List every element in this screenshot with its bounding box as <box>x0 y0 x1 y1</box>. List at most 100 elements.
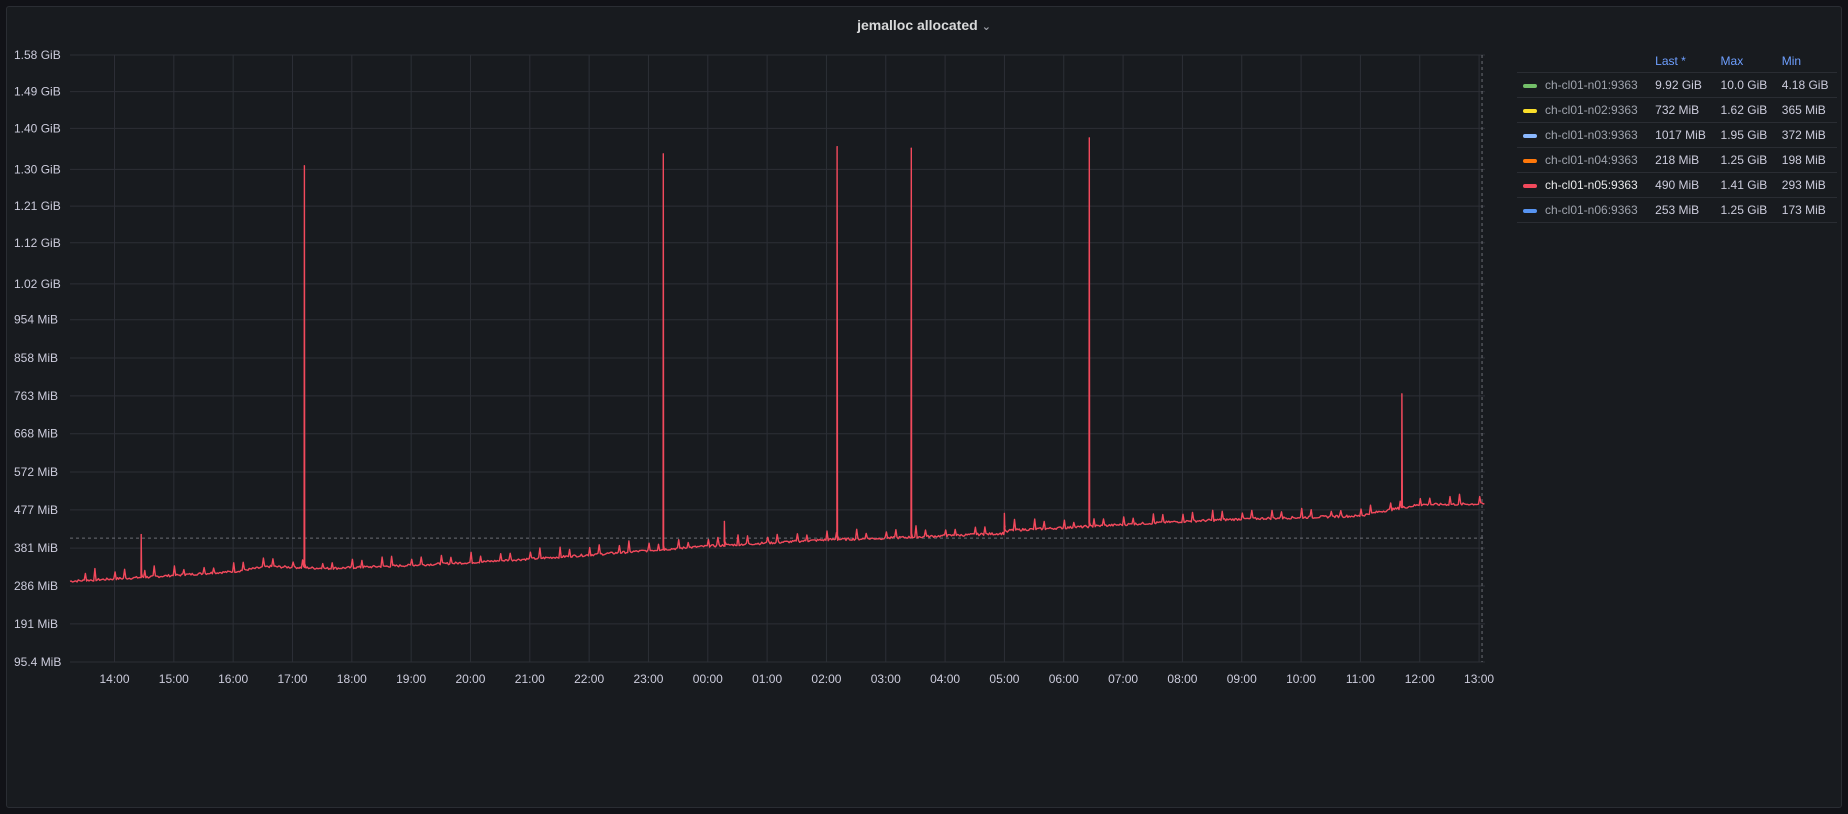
x-tick-label: 07:00 <box>1108 672 1138 686</box>
legend-row[interactable]: ch-cl01-n03:9363 1017 MiB 1.95 GiB 372 MiB <box>1517 122 1837 148</box>
spike-point <box>1003 512 1006 515</box>
legend-max-value: 1.95 GiB <box>1714 122 1776 148</box>
series-color-swatch <box>1523 158 1537 163</box>
y-tick-label: 954 MiB <box>14 313 58 327</box>
series-color-swatch <box>1523 183 1537 188</box>
legend-min-value: 198 MiB <box>1775 147 1837 173</box>
legend-series-name[interactable]: ch-cl01-n05:9363 <box>1545 178 1638 192</box>
spike-point <box>140 533 142 536</box>
x-tick-label: 06:00 <box>1049 672 1079 686</box>
legend-series[interactable]: ch-cl01-n05:9363 <box>1517 172 1650 198</box>
x-tick-label: 08:00 <box>1167 672 1197 686</box>
legend-series[interactable]: ch-cl01-n04:9363 <box>1517 147 1650 173</box>
panel-title[interactable]: jemalloc allocated <box>857 17 978 33</box>
y-tick-label: 1.12 GiB <box>14 236 61 250</box>
legend-max-value: 1.25 GiB <box>1714 147 1776 173</box>
y-tick-label: 1.49 GiB <box>14 85 61 99</box>
x-tick-label: 11:00 <box>1346 672 1375 686</box>
legend-last-value: 218 MiB <box>1649 147 1715 173</box>
chart-panel: jemalloc allocated ⌄ 1.58 GiB 1.49 GiB 1.40… <box>6 6 1842 808</box>
legend-min-value: 293 MiB <box>1775 172 1837 198</box>
x-tick-label: 09:00 <box>1227 672 1257 686</box>
legend-header-last[interactable]: Last * <box>1655 54 1686 68</box>
legend-last-value: 9.92 GiB <box>1649 72 1715 98</box>
y-tick-label: 191 MiB <box>14 617 58 631</box>
y-tick-label: 858 MiB <box>14 351 58 365</box>
y-tick-label: 1.21 GiB <box>14 199 61 213</box>
legend-series-name[interactable]: ch-cl01-n02:9363 <box>1545 103 1638 117</box>
x-tick-label: 21:00 <box>515 672 545 686</box>
x-tick-label: 00:00 <box>693 672 723 686</box>
line-chart[interactable]: 1.58 GiB 1.49 GiB 1.40 GiB 1.30 GiB 1.21 GiB… <box>7 7 1843 809</box>
legend-series[interactable]: ch-cl01-n01:9363 <box>1517 72 1650 98</box>
legend-min-value: 372 MiB <box>1775 122 1837 148</box>
legend: Last * Max Min ch-cl01-n01:9363 9.92 GiB 1… <box>1517 51 1837 223</box>
legend-last-value: 490 MiB <box>1649 172 1715 198</box>
spike-point <box>662 153 664 155</box>
spike-point <box>836 146 838 148</box>
legend-series[interactable]: ch-cl01-n02:9363 <box>1517 97 1650 123</box>
legend-series-name[interactable]: ch-cl01-n03:9363 <box>1545 128 1638 142</box>
legend-row[interactable]: ch-cl01-n02:9363 732 MiB 1.62 GiB 365 MiB <box>1517 97 1837 123</box>
legend-row[interactable]: ch-cl01-n05:9363 490 MiB 1.41 GiB 293 MiB <box>1517 172 1837 198</box>
legend-series[interactable]: ch-cl01-n03:9363 <box>1517 122 1650 148</box>
x-tick-label: 17:00 <box>277 672 307 686</box>
y-tick-label: 1.02 GiB <box>14 277 61 291</box>
legend-header-max[interactable]: Max <box>1720 54 1744 68</box>
panel-header[interactable]: jemalloc allocated ⌄ <box>7 17 1841 33</box>
x-tick-label: 13:00 <box>1464 672 1494 686</box>
legend-last-value: 253 MiB <box>1649 197 1715 223</box>
spike-point <box>723 520 726 523</box>
x-tick-label: 18:00 <box>337 672 367 686</box>
x-tick-label: 15:00 <box>159 672 189 686</box>
series-color-swatch <box>1523 208 1537 213</box>
x-tick-label: 14:00 <box>99 672 129 686</box>
x-tick-label: 04:00 <box>930 672 960 686</box>
chevron-down-icon[interactable]: ⌄ <box>981 21 991 33</box>
series-color-swatch <box>1523 83 1537 88</box>
legend-max-value: 1.25 GiB <box>1714 197 1776 223</box>
series-color-swatch <box>1523 133 1537 138</box>
y-tick-label: 1.40 GiB <box>14 121 61 135</box>
y-tick-label: 477 MiB <box>14 503 58 517</box>
legend-header-min[interactable]: Min <box>1781 54 1802 68</box>
x-tick-label: 20:00 <box>455 672 485 686</box>
series-line[interactable] <box>69 137 1485 583</box>
legend-last-value: 1017 MiB <box>1649 122 1715 148</box>
legend-series-name[interactable]: ch-cl01-n06:9363 <box>1545 203 1638 217</box>
legend-row[interactable]: ch-cl01-n01:9363 9.92 GiB 10.0 GiB 4.18 GiB <box>1517 72 1837 98</box>
x-tick-label: 01:00 <box>752 672 782 686</box>
x-tick-label: 02:00 <box>811 672 841 686</box>
y-tick-label: 572 MiB <box>14 465 58 479</box>
y-tick-label: 95.4 MiB <box>14 655 61 669</box>
legend-max-value: 1.62 GiB <box>1714 97 1776 123</box>
series-color-swatch <box>1523 108 1537 113</box>
x-tick-label: 10:00 <box>1286 672 1316 686</box>
y-tick-label: 668 MiB <box>14 427 58 441</box>
y-tick-label: 763 MiB <box>14 389 58 403</box>
x-tick-label: 12:00 <box>1405 672 1435 686</box>
legend-min-value: 4.18 GiB <box>1775 72 1837 98</box>
spike-point <box>303 165 305 167</box>
spike-point <box>1088 137 1090 139</box>
y-tick-label: 1.30 GiB <box>14 162 61 176</box>
legend-min-value: 173 MiB <box>1775 197 1837 223</box>
legend-max-value: 10.0 GiB <box>1714 72 1776 98</box>
x-tick-label: 03:00 <box>871 672 901 686</box>
x-tick-label: 05:00 <box>989 672 1019 686</box>
legend-series-name[interactable]: ch-cl01-n04:9363 <box>1545 153 1638 167</box>
legend-series[interactable]: ch-cl01-n06:9363 <box>1517 197 1650 223</box>
legend-row[interactable]: ch-cl01-n06:9363 253 MiB 1.25 GiB 173 MiB <box>1517 197 1837 223</box>
x-tick-label: 23:00 <box>633 672 663 686</box>
x-tick-label: 16:00 <box>218 672 248 686</box>
x-tick-label: 22:00 <box>574 672 604 686</box>
legend-min-value: 365 MiB <box>1775 97 1837 123</box>
y-tick-label: 286 MiB <box>14 579 58 593</box>
y-tick-label: 1.58 GiB <box>14 48 61 62</box>
legend-max-value: 1.41 GiB <box>1714 172 1776 198</box>
x-tick-label: 19:00 <box>396 672 426 686</box>
spike-point <box>1401 393 1403 395</box>
y-tick-label: 381 MiB <box>14 541 58 555</box>
legend-series-name[interactable]: ch-cl01-n01:9363 <box>1545 78 1638 92</box>
legend-row[interactable]: ch-cl01-n04:9363 218 MiB 1.25 GiB 198 MiB <box>1517 147 1837 173</box>
